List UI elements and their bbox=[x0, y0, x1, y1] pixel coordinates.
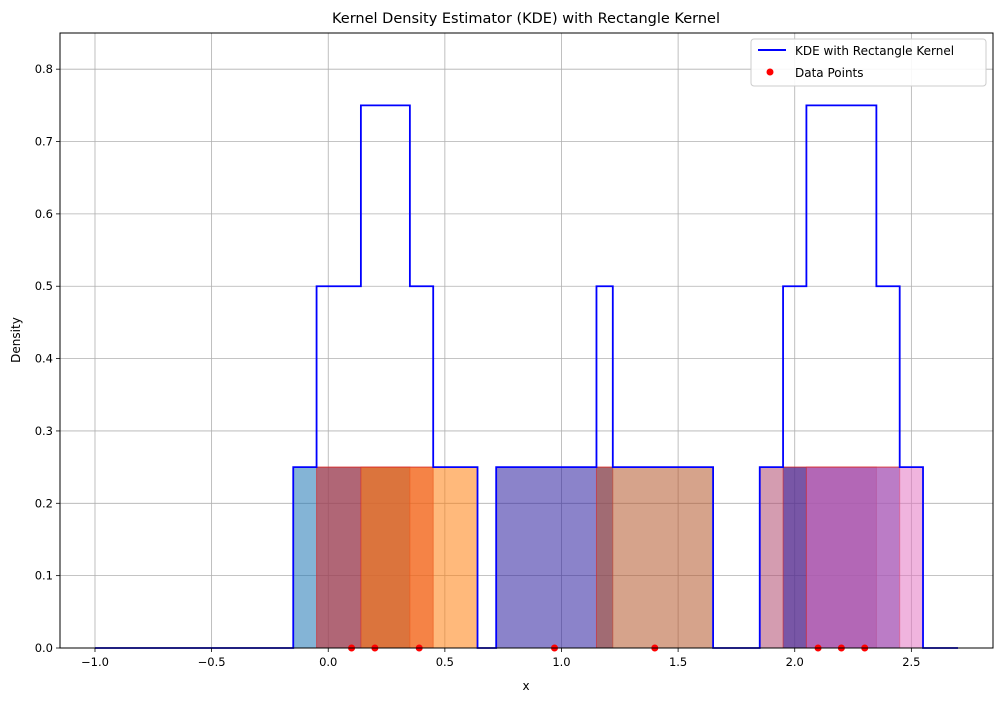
x-tick-label: 1.0 bbox=[552, 655, 570, 669]
kernel-rectangle bbox=[805, 466, 924, 649]
y-tick-label: 0.6 bbox=[35, 207, 53, 221]
y-axis-label: Density bbox=[9, 317, 23, 363]
kernel-rectangle bbox=[360, 466, 479, 649]
y-axis-ticks: 0.0 0.1 0.2 0.3 0.4 0.5 0.6 0.7 0.8 bbox=[35, 62, 60, 655]
legend: KDE with Rectangle Kernel Data Points bbox=[750, 38, 987, 87]
y-tick-label: 0.1 bbox=[35, 569, 53, 583]
legend-kde-label: KDE with Rectangle Kernel bbox=[795, 44, 954, 58]
kde-line bbox=[94, 104, 959, 649]
x-tick-label: −1.0 bbox=[81, 655, 109, 669]
kernel-rectangles bbox=[292, 466, 924, 649]
y-tick-label: 0.8 bbox=[35, 62, 53, 76]
x-tick-label: 0.5 bbox=[436, 655, 454, 669]
y-tick-label: 0.3 bbox=[35, 424, 53, 438]
y-tick-label: 0.7 bbox=[35, 135, 53, 149]
x-axis-ticks: −1.0 −0.5 0.0 0.5 1.0 1.5 2.0 2.5 bbox=[81, 648, 921, 669]
y-tick-label: 0.0 bbox=[35, 641, 53, 655]
chart-title: Kernel Density Estimator (KDE) with Rect… bbox=[332, 11, 720, 27]
y-tick-label: 0.5 bbox=[35, 279, 53, 293]
y-tick-label: 0.4 bbox=[35, 352, 53, 366]
legend-box bbox=[750, 38, 987, 87]
legend-points-label: Data Points bbox=[795, 66, 864, 80]
x-tick-label: 0.0 bbox=[319, 655, 337, 669]
x-tick-label: 2.0 bbox=[786, 655, 804, 669]
plot-frame bbox=[59, 32, 994, 649]
kernel-rectangle bbox=[595, 466, 714, 649]
x-tick-label: 2.5 bbox=[902, 655, 920, 669]
x-tick-label: −0.5 bbox=[198, 655, 226, 669]
x-tick-label: 1.5 bbox=[669, 655, 687, 669]
kernel-rectangle bbox=[495, 466, 614, 649]
kde-line-group bbox=[94, 104, 959, 649]
legend-points-swatch bbox=[766, 68, 774, 76]
y-tick-label: 0.2 bbox=[35, 496, 53, 510]
x-axis-label: x bbox=[522, 679, 529, 693]
